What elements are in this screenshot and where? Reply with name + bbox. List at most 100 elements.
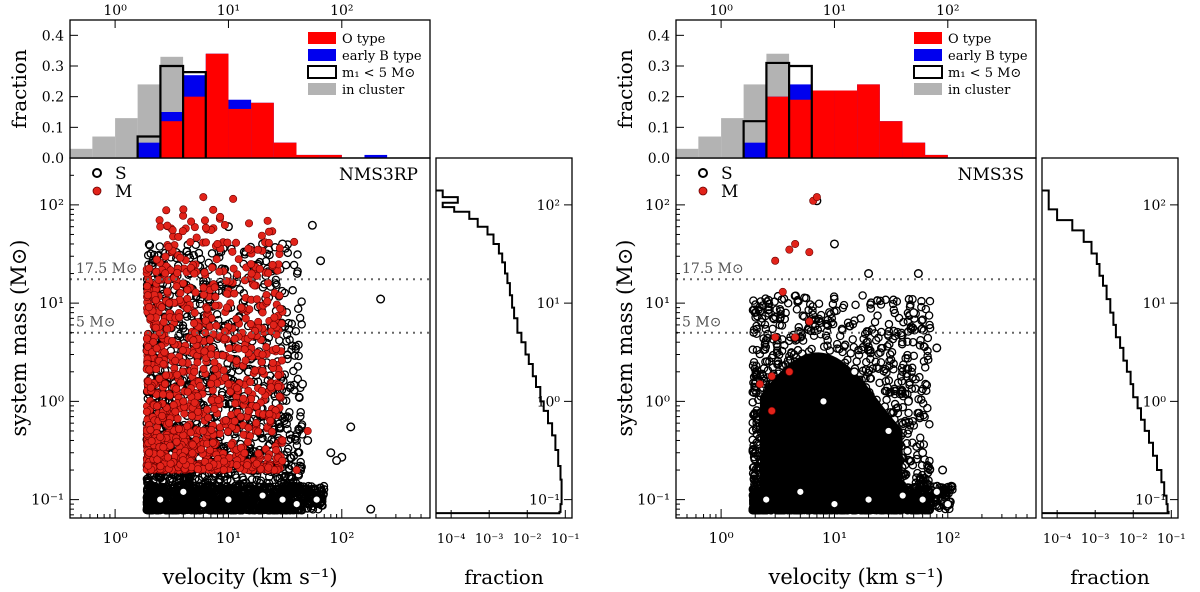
scatter-point-m bbox=[225, 344, 234, 353]
scatter-point-m bbox=[173, 414, 182, 423]
scatter-point-m bbox=[190, 398, 199, 407]
scatter-point-s bbox=[298, 487, 308, 496]
scatter-point-m bbox=[208, 263, 217, 272]
hist-y-tick-label: 0.1 bbox=[42, 120, 64, 136]
scatter-point-m bbox=[244, 244, 253, 253]
scatter-point-s bbox=[923, 403, 932, 413]
scatter-point-s bbox=[280, 487, 289, 496]
scatter-point-s bbox=[295, 425, 304, 435]
scatter-point-s bbox=[174, 481, 183, 491]
hist-y-tick-label: 0.3 bbox=[42, 59, 64, 75]
hist-bar bbox=[251, 102, 274, 158]
hist-bar bbox=[183, 96, 206, 158]
scatter-point-s bbox=[283, 350, 292, 359]
scatter-point-m bbox=[195, 382, 204, 391]
legend-marker-s bbox=[92, 168, 102, 178]
scatter-point-m bbox=[156, 432, 165, 441]
y-tick-label: 10⁰ bbox=[39, 392, 64, 410]
scatter-point-m bbox=[163, 453, 172, 462]
side-y-tick-label: 10⁻¹ bbox=[529, 493, 560, 509]
scatter-point-m bbox=[240, 345, 249, 354]
scatter-point-m bbox=[278, 436, 287, 445]
hist-legend-label: in cluster bbox=[342, 83, 405, 98]
scatter-point-m bbox=[201, 328, 210, 337]
scatter-point-m bbox=[186, 428, 195, 437]
scatter-point-m bbox=[206, 350, 215, 359]
scatter-point-s bbox=[175, 329, 185, 338]
scatter-point-s bbox=[296, 407, 305, 417]
scatter-point-m bbox=[190, 308, 199, 317]
scatter-point-m bbox=[159, 318, 168, 327]
scatter-point-s bbox=[282, 330, 292, 340]
scatter-point-s bbox=[146, 249, 155, 258]
scatter-point-m bbox=[272, 446, 281, 455]
scatter-point-m bbox=[206, 379, 215, 388]
scatter-point-s bbox=[280, 472, 289, 481]
scatter-point-m bbox=[232, 461, 241, 470]
scatter-point-m bbox=[180, 409, 189, 418]
scatter-point-s bbox=[227, 368, 236, 377]
scatter-point-m bbox=[270, 313, 279, 322]
scatter-point-m bbox=[143, 291, 152, 300]
scatter-point-m bbox=[162, 206, 171, 215]
scatter-point-m bbox=[161, 379, 170, 388]
scatter-point-s bbox=[292, 436, 301, 445]
scatter-point-s bbox=[145, 241, 155, 250]
scatter-point-m bbox=[219, 457, 228, 466]
scatter-point-s bbox=[332, 456, 342, 466]
scatter-point-m bbox=[258, 366, 267, 375]
scatter-point-m bbox=[165, 391, 174, 400]
scatter-point-s bbox=[252, 475, 262, 485]
scatter-point-s bbox=[178, 487, 188, 497]
scatter-point-m bbox=[223, 427, 232, 436]
scatter-point-m bbox=[264, 278, 273, 287]
scatter-point-s bbox=[182, 312, 192, 321]
scatter-point-m bbox=[144, 303, 153, 312]
scatter-point-s bbox=[293, 304, 303, 313]
scatter-point-m bbox=[147, 436, 156, 445]
y-tick-label: 10² bbox=[39, 196, 64, 214]
scatter-point-s bbox=[289, 260, 299, 270]
scatter-point-m bbox=[214, 396, 223, 405]
scatter-point-s bbox=[255, 504, 265, 513]
scatter-point-m bbox=[254, 449, 263, 458]
scatter-point-m bbox=[183, 285, 192, 294]
side-x-tick-label: 10⁻³ bbox=[475, 532, 504, 547]
scatter-point-m bbox=[268, 260, 277, 269]
scatter-point-s bbox=[848, 335, 857, 344]
scatter-point-m bbox=[143, 282, 152, 291]
scatter-point-m bbox=[199, 193, 208, 202]
scatter-point-s bbox=[316, 490, 326, 500]
scatter-point-m bbox=[204, 462, 213, 471]
scatter-point-s bbox=[265, 500, 274, 509]
scatter-point-s bbox=[265, 250, 274, 260]
scatter-point-s bbox=[852, 357, 861, 366]
side-y-tick-label: 10² bbox=[537, 198, 560, 214]
hist-x-tick-label: 10⁰ bbox=[103, 3, 127, 19]
scatter-point-m bbox=[178, 227, 187, 236]
scatter-point-s bbox=[286, 381, 295, 390]
scatter-point-s bbox=[285, 407, 294, 417]
hist-x-tick-label: 10¹ bbox=[217, 3, 240, 19]
scatter-point-m bbox=[252, 295, 261, 304]
scatter-point-m bbox=[277, 356, 286, 365]
scatter-point-s bbox=[284, 413, 293, 423]
scatter-point-m bbox=[220, 334, 229, 343]
hist-legend-label: early B type bbox=[342, 49, 422, 64]
scatter-point-m bbox=[145, 365, 154, 374]
scatter-point-s bbox=[925, 420, 934, 429]
scatter-point-m bbox=[223, 289, 232, 298]
scatter-point-m bbox=[211, 292, 220, 301]
legend-label-s: S bbox=[115, 164, 127, 184]
scatter-point-s bbox=[915, 433, 925, 443]
side-x-tick-label: 10⁻² bbox=[513, 532, 542, 547]
scatter-point-m bbox=[290, 237, 299, 246]
scatter-point-m bbox=[262, 343, 271, 352]
scatter-point-m bbox=[247, 260, 256, 269]
hist-bar bbox=[205, 53, 229, 158]
scatter-point-s bbox=[288, 286, 297, 295]
hist-legend-swatch bbox=[307, 65, 337, 79]
scatter-point-m bbox=[230, 334, 239, 343]
scatter-point-m bbox=[222, 303, 231, 312]
scatter-point-s bbox=[154, 484, 163, 494]
